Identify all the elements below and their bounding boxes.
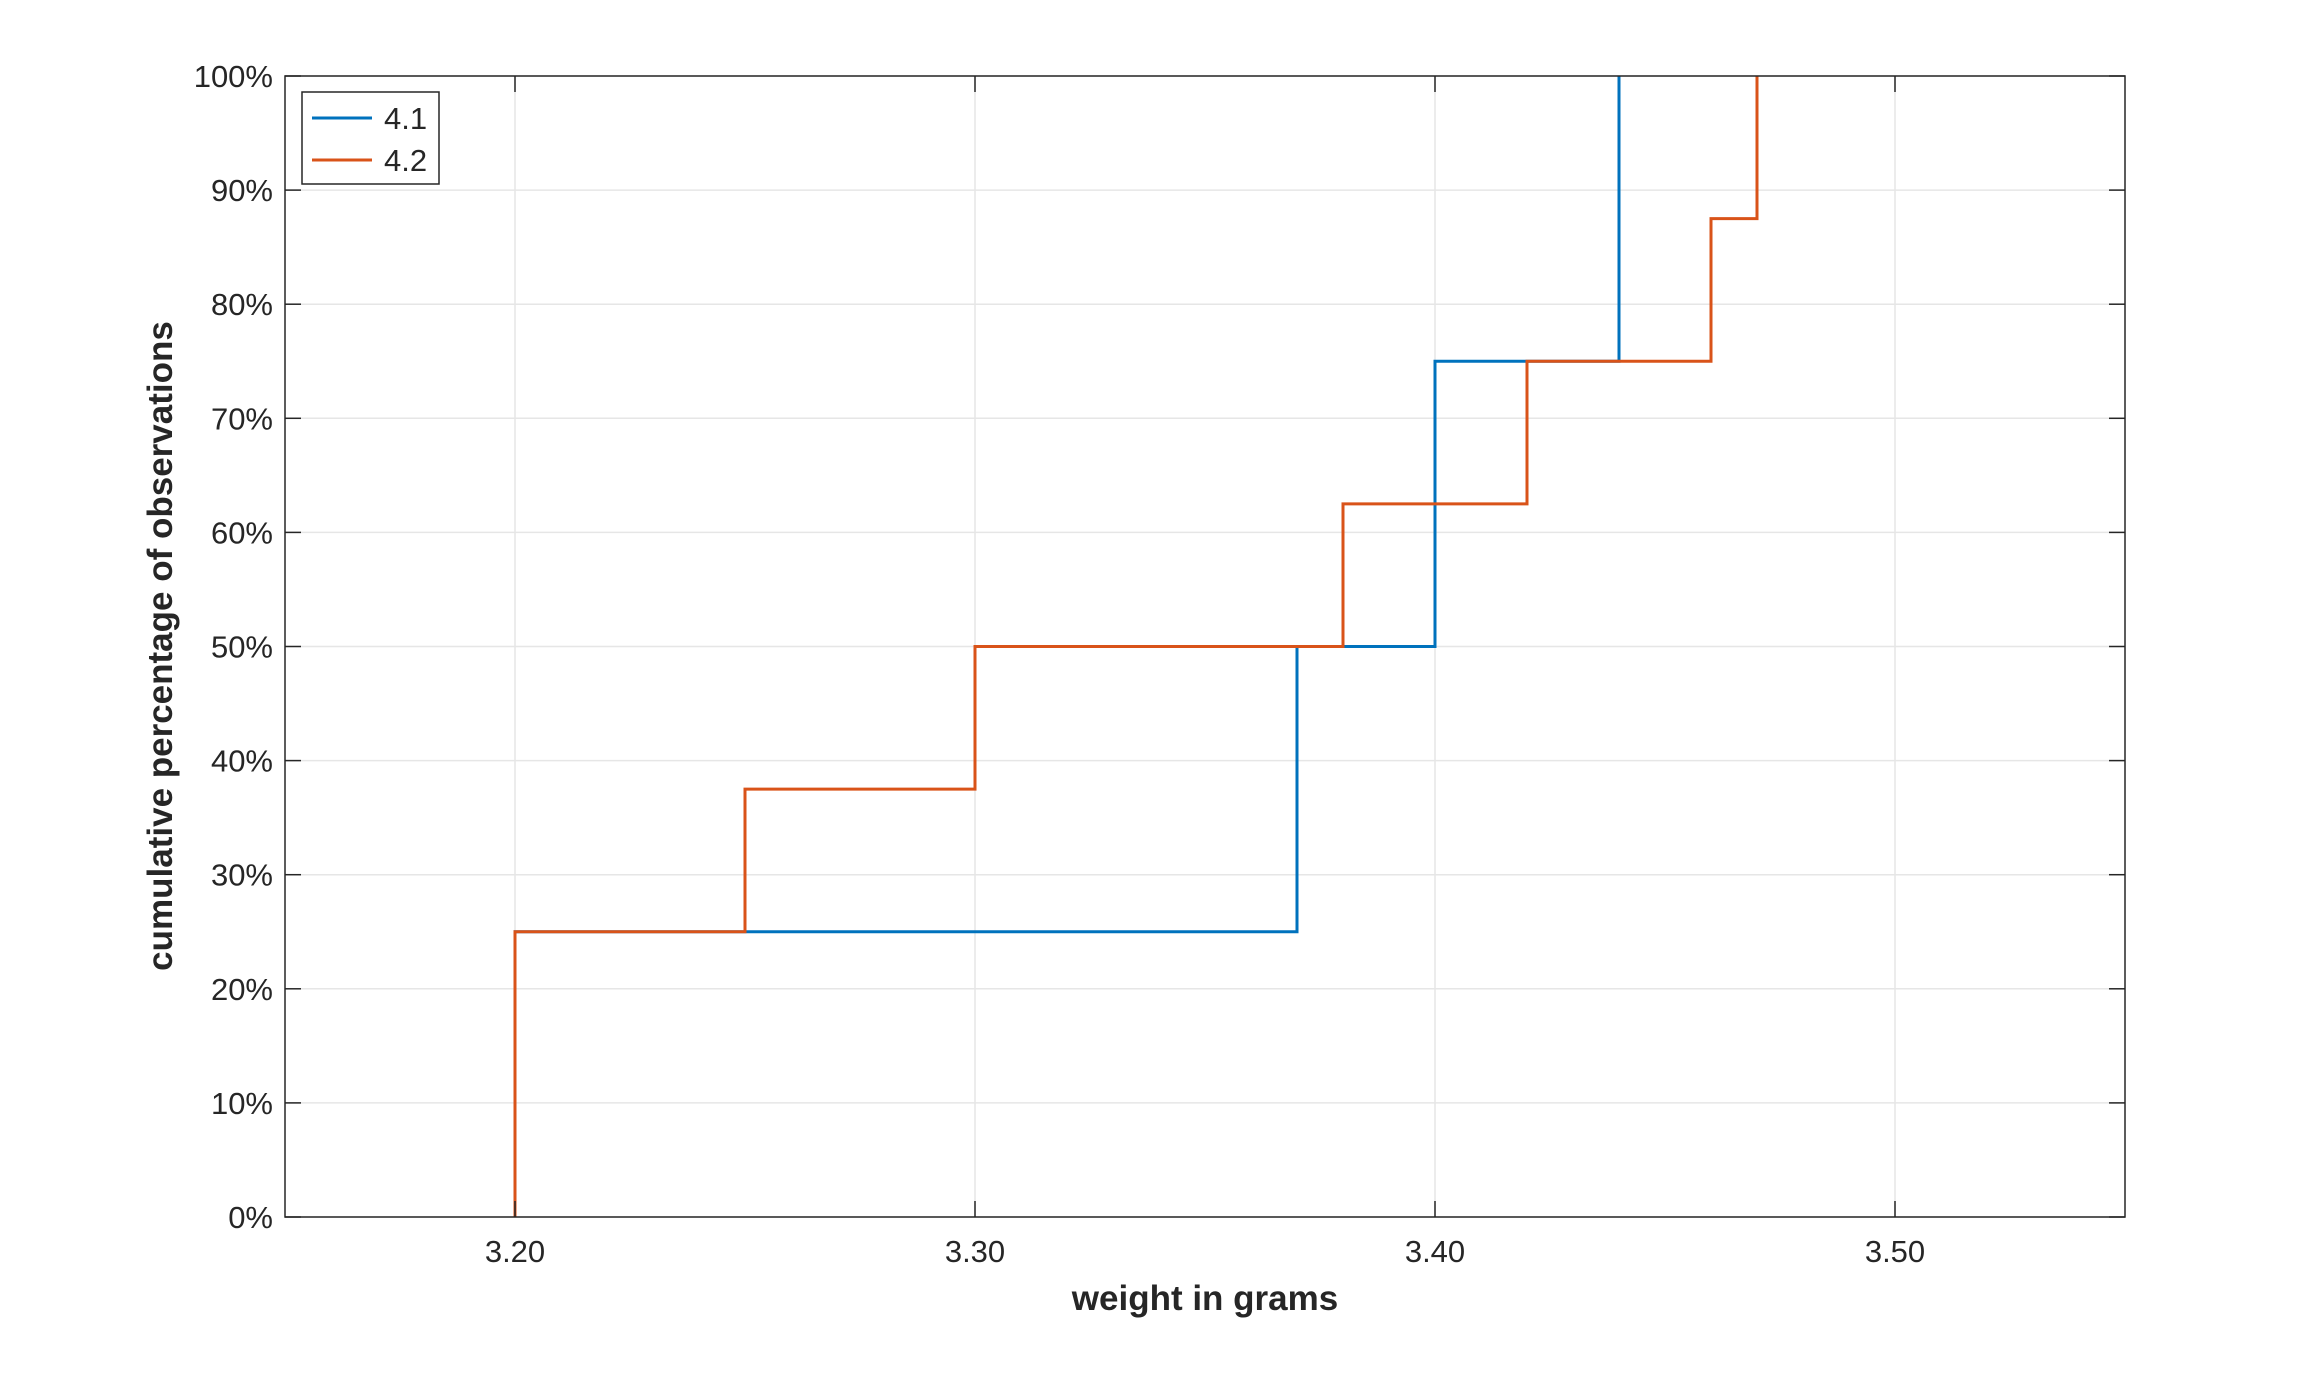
y-tick-label: 40% bbox=[211, 744, 273, 779]
y-tick-label: 80% bbox=[211, 287, 273, 322]
x-tick-label: 3.20 bbox=[485, 1234, 545, 1269]
y-tick-label: 20% bbox=[211, 972, 273, 1007]
y-tick-label: 100% bbox=[194, 59, 273, 94]
y-tick-label: 0% bbox=[228, 1200, 273, 1235]
x-tick-label: 3.40 bbox=[1405, 1234, 1465, 1269]
series-lines bbox=[513, 76, 1759, 1217]
y-tick-label: 30% bbox=[211, 858, 273, 893]
y-tick-label: 10% bbox=[211, 1086, 273, 1121]
legend-label-4-2: 4.2 bbox=[384, 143, 427, 178]
y-tick-label: 50% bbox=[211, 630, 273, 665]
y-tick-label: 70% bbox=[211, 401, 273, 436]
legend-label-4-1: 4.1 bbox=[384, 101, 427, 136]
axis-ticks: 3.20 3.30 3.40 3.50 0% 10% 20% 30% 40% 50% 60% 70% 8… bbox=[194, 59, 2125, 1269]
y-tick-label: 60% bbox=[211, 515, 273, 550]
series-line-4-2 bbox=[513, 76, 1759, 1217]
x-axis-label: weight in grams bbox=[1071, 1279, 1338, 1318]
x-tick-label: 3.30 bbox=[945, 1234, 1005, 1269]
legend: 4.1 4.2 bbox=[301, 91, 440, 185]
x-tick-label: 3.50 bbox=[1865, 1234, 1925, 1269]
y-tick-label: 90% bbox=[211, 173, 273, 208]
legend-box bbox=[301, 91, 440, 185]
y-axis-label: cumulative percentage of observations bbox=[141, 321, 180, 971]
